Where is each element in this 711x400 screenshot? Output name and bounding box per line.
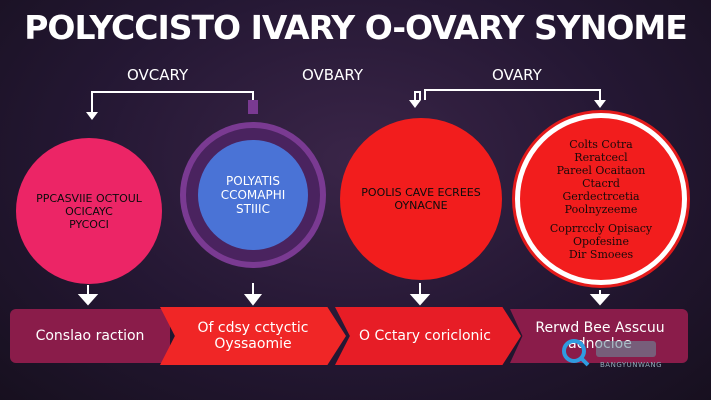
down-arrow-3 xyxy=(409,294,431,306)
circle4-line3: Pareel Ocaitaon xyxy=(556,163,646,177)
circle4-line2: Reratcecl xyxy=(574,150,628,164)
band2-text: Of cdsy cctyctic Oyssaomie xyxy=(178,320,328,352)
circle1-line3: PYCOCI xyxy=(69,217,109,231)
watermark-text: BANGYUNWANG xyxy=(600,361,663,369)
circle4-line8: Opofesine xyxy=(572,234,630,248)
top-label-2: OVBARY xyxy=(302,66,363,84)
connector-mid xyxy=(414,91,421,100)
circle2-line1: POLYATIS xyxy=(226,174,280,188)
top-label-1: OVCARY xyxy=(127,66,189,84)
circle-ovary-causes: POOLIS CAVE ECREES OYNACNE xyxy=(340,118,502,280)
circle4-line7: Coprrccly Opisacy xyxy=(549,221,653,235)
circle2-line3: STIIIC xyxy=(236,202,270,216)
circle1-line1: PPCASVIIE OCTOUL xyxy=(36,191,142,205)
circle-pcos-left: PPCASVIIE OCTOUL OCICAYC PYCOCI xyxy=(16,138,162,284)
down-arrow-1 xyxy=(77,294,99,306)
circle4-line5: Gerdectrcetia xyxy=(562,189,640,203)
circle4-line4: Ctacrd xyxy=(582,176,620,190)
circle-symptoms-list: Colts Cotra Reratcecl Pareel Ocaitaon Ct… xyxy=(515,113,687,285)
arrowhead-2 xyxy=(409,100,421,108)
band4-line1: Rerwd Bee Asscuu xyxy=(535,320,665,336)
circle4-line9: Dir Smoees xyxy=(568,247,634,261)
band2-line1: Of cdsy cctyctic xyxy=(197,320,309,336)
circle3-line2: OYNACNE xyxy=(394,199,448,212)
band-segment-2 xyxy=(160,307,346,365)
band3-line1: O Cctary coriclonic xyxy=(358,328,492,344)
band-segment-3 xyxy=(335,307,521,365)
connector-left xyxy=(91,91,254,112)
arrowhead-1 xyxy=(86,112,98,120)
connector-right xyxy=(424,89,601,100)
arrowhead-3 xyxy=(594,100,606,108)
band1-text: Conslao raction xyxy=(20,328,160,344)
band1-line1: Conslao raction xyxy=(35,328,145,344)
diagram-title: POLYCCISTO IVARY O-OVARY SYNOME xyxy=(24,8,688,47)
band-segment-1 xyxy=(10,309,170,363)
down-arrow-4 xyxy=(589,294,611,306)
circle-polycystic-blue: POLYATIS CCOMAPHI STIIIC xyxy=(198,140,308,250)
circle1-line2: OCICAYC xyxy=(65,204,113,218)
band2-line2: Oyssaomie xyxy=(214,336,292,352)
circle4-line6: Poolnyzeeme xyxy=(564,202,638,216)
circle3-line1: POOLIS CAVE ECREES xyxy=(361,186,481,199)
circle4-line1: Colts Cotra xyxy=(569,137,633,151)
top-label-3: OVARY xyxy=(492,66,542,84)
band3-text: O Cctary coriclonic xyxy=(350,328,500,344)
connector-marker xyxy=(248,100,258,114)
down-arrow-2 xyxy=(243,294,263,306)
watermark-logo: BANGYUNWANG xyxy=(560,335,690,375)
circle2-line2: CCOMAPHI xyxy=(220,188,286,202)
